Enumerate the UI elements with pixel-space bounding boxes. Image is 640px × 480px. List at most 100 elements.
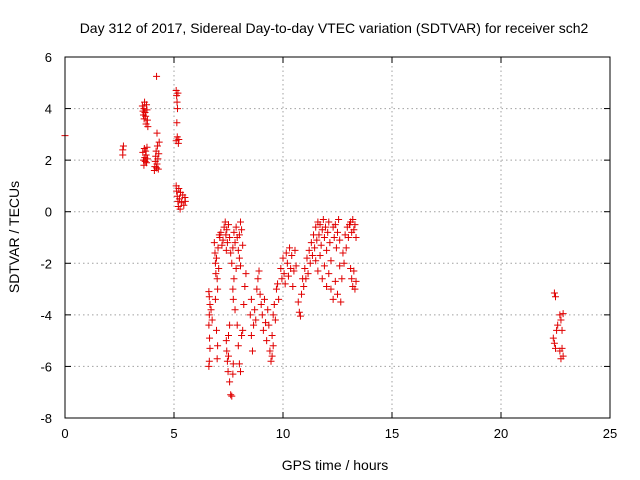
data-point (549, 334, 557, 342)
data-point (334, 290, 341, 298)
data-point (320, 262, 328, 270)
data-point (350, 226, 358, 234)
data-point (278, 275, 286, 283)
data-point (206, 334, 214, 342)
data-point (236, 368, 244, 376)
data-point (270, 301, 278, 309)
data-point (271, 316, 279, 324)
data-point (252, 316, 260, 324)
data-point (277, 264, 285, 272)
data-point (239, 326, 247, 334)
y-tick-label: 2 (45, 153, 52, 168)
data-point (324, 228, 332, 236)
data-point (219, 236, 227, 244)
data-point (232, 223, 240, 231)
data-point (223, 347, 231, 355)
data-point (173, 105, 181, 113)
data-point (229, 295, 237, 303)
data-point (174, 89, 182, 97)
data-point (352, 234, 360, 241)
data-point (153, 160, 161, 168)
data-point (290, 267, 298, 275)
data-point (213, 275, 221, 283)
data-point (214, 244, 222, 252)
data-point (229, 360, 237, 368)
data-point (175, 136, 183, 144)
data-point (119, 142, 127, 150)
data-point (351, 285, 359, 293)
data-point (254, 275, 262, 283)
data-point (255, 267, 263, 275)
data-point (205, 311, 213, 319)
data-point (332, 244, 340, 252)
data-point (558, 326, 566, 334)
data-point (336, 236, 344, 244)
data-point (211, 259, 219, 267)
data-point (208, 316, 216, 324)
data-point (352, 277, 360, 285)
data-point (236, 218, 244, 226)
data-point (222, 337, 230, 345)
y-tick-label: -6 (40, 359, 52, 374)
data-point (334, 228, 341, 236)
data-point (339, 249, 347, 257)
data-point (338, 275, 346, 283)
data-point (143, 143, 151, 151)
y-tick-label: 4 (45, 102, 52, 117)
data-point (340, 259, 348, 267)
data-point (315, 231, 323, 239)
data-point (557, 355, 565, 363)
x-tick-label: 15 (385, 426, 399, 441)
data-point (247, 331, 255, 339)
data-point (235, 231, 243, 239)
data-point (274, 280, 282, 288)
data-point (153, 129, 161, 137)
data-point (233, 321, 241, 329)
data-point (265, 321, 273, 329)
data-point (256, 290, 264, 298)
data-point (307, 239, 315, 247)
data-point (230, 228, 238, 236)
data-point (329, 295, 337, 303)
data-point (259, 326, 267, 334)
data-point (335, 215, 343, 223)
data-point (280, 270, 288, 278)
data-point (140, 105, 148, 113)
data-point (327, 257, 335, 265)
data-point (295, 308, 303, 316)
data-point (298, 290, 306, 298)
data-point (267, 357, 275, 365)
data-point (235, 360, 243, 368)
data-point (250, 321, 258, 329)
data-point (176, 205, 184, 213)
data-point (228, 392, 236, 400)
data-point (337, 298, 345, 306)
data-point (275, 295, 283, 303)
data-point (257, 301, 265, 309)
data-point (142, 151, 150, 159)
data-point (231, 239, 239, 247)
data-point (302, 275, 310, 283)
data-point (316, 252, 324, 260)
data-point (331, 221, 339, 229)
data-point (323, 246, 331, 254)
y-tick-label: 0 (45, 205, 52, 220)
data-point (279, 254, 287, 262)
data-point (301, 264, 309, 272)
data-point (253, 285, 261, 293)
data-point (205, 293, 213, 301)
data-point (303, 254, 311, 262)
data-point (316, 221, 324, 229)
data-point (238, 226, 246, 234)
data-point (281, 280, 289, 288)
data-point (322, 223, 330, 231)
data-point (268, 331, 276, 339)
data-point (225, 221, 232, 229)
data-point (225, 331, 232, 339)
data-point (260, 295, 268, 303)
data-point (552, 293, 559, 301)
data-point (559, 310, 567, 318)
data-point (312, 257, 320, 265)
data-point (552, 344, 559, 352)
y-tick-labels: -8 -6 -4 -2 0 2 4 6 (40, 50, 52, 426)
